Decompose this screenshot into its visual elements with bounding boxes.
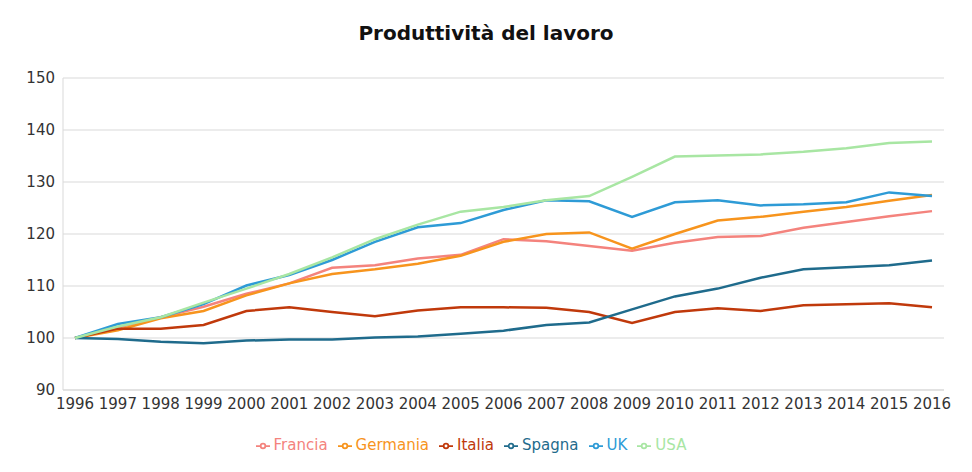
- svg-text:130: 130: [26, 173, 55, 191]
- svg-text:1999: 1999: [184, 395, 222, 413]
- svg-text:2001: 2001: [270, 395, 308, 413]
- svg-text:2004: 2004: [399, 395, 437, 413]
- svg-text:2014: 2014: [827, 395, 865, 413]
- svg-text:2015: 2015: [870, 395, 908, 413]
- svg-text:1996: 1996: [56, 395, 94, 413]
- html-text:USA: USA: [655, 436, 687, 454]
- svg-text:2012: 2012: [742, 395, 780, 413]
- svg-text:2011: 2011: [699, 395, 737, 413]
- svg-text:2008: 2008: [570, 395, 608, 413]
- svg-text:2007: 2007: [527, 395, 565, 413]
- svg-text:90: 90: [36, 381, 55, 399]
- html-text:Italia: Italia: [457, 436, 495, 454]
- svg-text:2006: 2006: [484, 395, 522, 413]
- svg-text:2009: 2009: [613, 395, 651, 413]
- svg-text:110: 110: [26, 277, 55, 295]
- html-text:Spagna: Spagna: [522, 436, 579, 454]
- svg-text:2013: 2013: [784, 395, 822, 413]
- svg-text:1998: 1998: [142, 395, 180, 413]
- svg-text:150: 150: [26, 69, 55, 87]
- svg-text:2002: 2002: [313, 395, 351, 413]
- svg-text:1997: 1997: [99, 395, 137, 413]
- svg-text:2005: 2005: [442, 395, 480, 413]
- html-text:UK: UK: [606, 436, 628, 454]
- svg-text:2000: 2000: [227, 395, 265, 413]
- html-text:Germania: Germania: [355, 436, 429, 454]
- svg-text:2003: 2003: [356, 395, 394, 413]
- svg-text:140: 140: [26, 121, 55, 139]
- svg-text:120: 120: [26, 225, 55, 243]
- html-text:Produttività del lavoro: Produttività del lavoro: [358, 21, 614, 45]
- svg-text:2010: 2010: [656, 395, 694, 413]
- svg-text:100: 100: [26, 329, 55, 347]
- html-text:Francia: Francia: [273, 436, 328, 454]
- svg-text:2016: 2016: [913, 395, 951, 413]
